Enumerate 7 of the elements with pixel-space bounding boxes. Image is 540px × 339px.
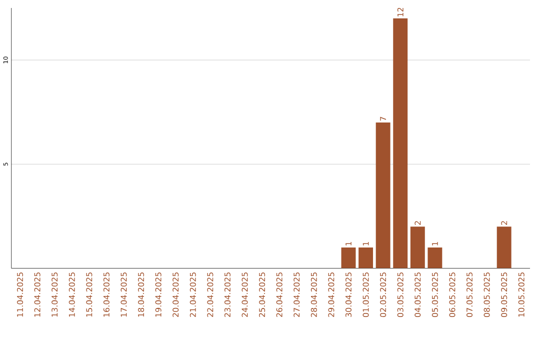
bar bbox=[428, 247, 442, 268]
bar bbox=[410, 226, 425, 268]
bar bbox=[341, 247, 356, 268]
bar bbox=[496, 226, 512, 268]
bar bbox=[358, 247, 374, 268]
bar bbox=[376, 122, 390, 268]
bar bbox=[393, 18, 408, 268]
